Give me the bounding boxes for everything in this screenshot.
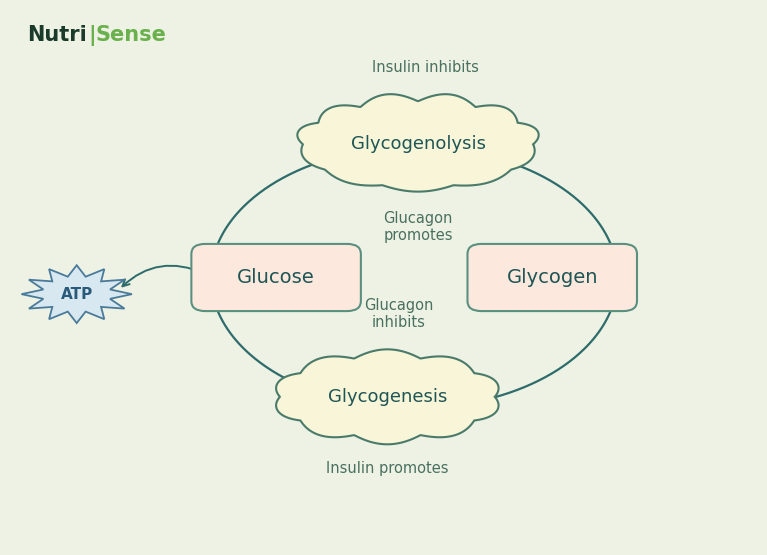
Text: Glycogen: Glycogen: [506, 268, 598, 287]
Text: ATP: ATP: [61, 286, 93, 302]
FancyBboxPatch shape: [467, 244, 637, 311]
Text: Glycogenesis: Glycogenesis: [328, 388, 447, 406]
Polygon shape: [276, 349, 499, 445]
Text: Glycogenolysis: Glycogenolysis: [351, 135, 486, 153]
Text: Glucose: Glucose: [237, 268, 315, 287]
Text: Sense: Sense: [95, 25, 166, 45]
Text: |: |: [88, 25, 96, 46]
Text: Glucagon
inhibits: Glucagon inhibits: [364, 298, 433, 330]
FancyBboxPatch shape: [191, 244, 360, 311]
Text: Insulin promotes: Insulin promotes: [326, 461, 449, 476]
Text: Nutri: Nutri: [27, 25, 87, 45]
Text: Glucagon
promotes: Glucagon promotes: [384, 211, 453, 243]
Polygon shape: [21, 265, 132, 323]
Polygon shape: [298, 94, 538, 191]
Text: Insulin inhibits: Insulin inhibits: [372, 60, 479, 75]
